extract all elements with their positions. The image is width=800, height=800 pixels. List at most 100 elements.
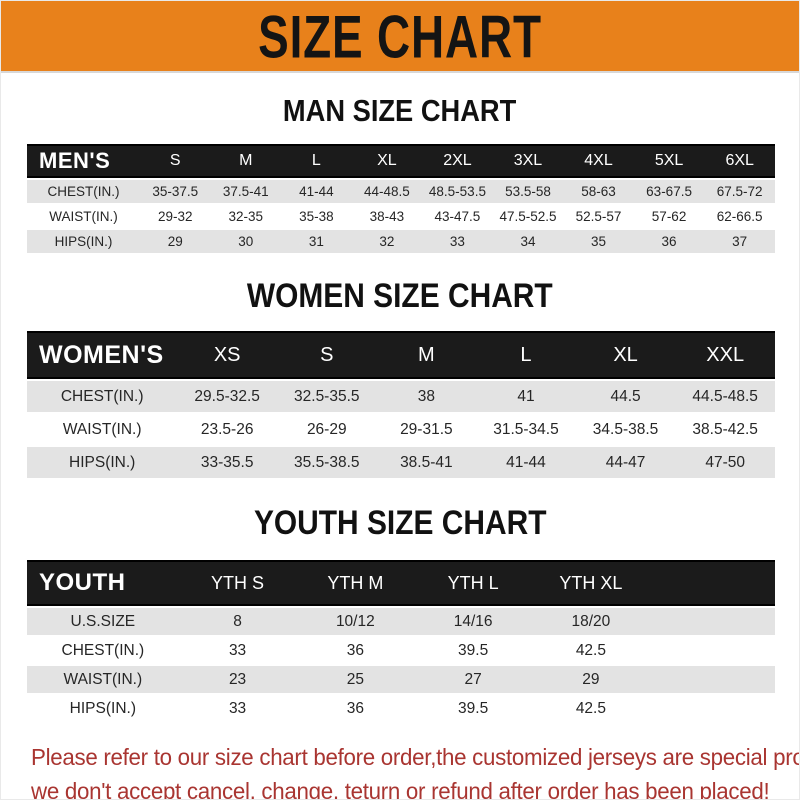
table-header-row: MEN'S S M L XL 2XL 3XL 4XL 5XL 6XL: [27, 144, 775, 178]
row-label: CHEST(IN.): [27, 180, 140, 203]
table-row: HIPS(IN.) 29 30 31 32 33 34 35 36 37: [27, 230, 775, 253]
cell-value: 57-62: [633, 205, 705, 228]
cell-value: 63-67.5: [633, 180, 705, 203]
column-header: YTH M: [296, 560, 415, 606]
cell-value: 43-47.5: [422, 205, 493, 228]
youth-size-table: YOUTH YTH S YTH M YTH L YTH XL U.S.SIZE 8 10/12…: [27, 558, 775, 724]
column-header: M: [210, 144, 282, 178]
women-size-table: WOMEN'S XS S M L XL XXL CHEST(IN.) 29.5-32.5 32.5…: [27, 329, 775, 480]
cell-value: 33-35.5: [177, 447, 277, 478]
cell-value: 41-44: [281, 180, 352, 203]
column-header: YTH S: [178, 560, 297, 606]
cell-value: 44.5: [575, 381, 676, 412]
footer-note: Please refer to our size chart before or…: [31, 740, 800, 800]
cell-value: 26-29: [276, 414, 377, 445]
cell-value: 23.5-26: [177, 414, 277, 445]
men-section-title: MAN SIZE CHART: [283, 93, 517, 128]
column-header: XS: [177, 331, 277, 379]
cell-value: 39.5: [414, 637, 533, 664]
column-header: 2XL: [422, 144, 493, 178]
cell-value: 44.5-48.5: [675, 381, 775, 412]
table-row: CHEST(IN.) 33 36 39.5 42.5: [27, 637, 775, 664]
cell-value: 67.5-72: [704, 180, 775, 203]
cell-value: 52.5-57: [563, 205, 634, 228]
men-size-table: MEN'S S M L XL 2XL 3XL 4XL 5XL 6XL CHEST(IN.) 35-37…: [27, 142, 775, 255]
cell-value: 58-63: [563, 180, 634, 203]
cell-value: 35-38: [281, 205, 352, 228]
footer-line-2: we don't accept cancel, change, teturn o…: [31, 778, 770, 800]
cell-value: 29: [139, 230, 211, 253]
table-header-row: WOMEN'S XS S M L XL XXL: [27, 331, 775, 379]
row-label: WAIST(IN.): [27, 414, 178, 445]
cell-value: 23: [178, 666, 297, 693]
column-header: S: [276, 331, 377, 379]
table-row: WAIST(IN.) 23 25 27 29: [27, 666, 775, 693]
row-label: U.S.SIZE: [27, 608, 179, 635]
women-section-title: WOMEN SIZE CHART: [247, 277, 553, 315]
cell-value: 32.5-35.5: [276, 381, 377, 412]
cell-value: 31: [281, 230, 352, 253]
row-label: HIPS(IN.): [27, 695, 179, 722]
cell-value: 10/12: [296, 608, 415, 635]
column-header: S: [139, 144, 211, 178]
table-row: HIPS(IN.) 33 36 39.5 42.5: [27, 695, 775, 722]
banner: SIZE CHART: [1, 1, 799, 73]
cell-value: 29-32: [139, 205, 211, 228]
cell-value: 47.5-52.5: [492, 205, 564, 228]
cell-value: 34: [492, 230, 564, 253]
table-corner-label: WOMEN'S: [27, 331, 178, 379]
cell-value: 32: [351, 230, 423, 253]
cell-value: 38-43: [351, 205, 423, 228]
row-label: CHEST(IN.): [27, 381, 178, 412]
column-header: 5XL: [633, 144, 705, 178]
cell-value: 30: [210, 230, 282, 253]
cell-value: 18/20: [532, 608, 650, 635]
column-header: 6XL: [704, 144, 775, 178]
cell-value: 38.5-42.5: [675, 414, 775, 445]
cell-value: 29-31.5: [376, 414, 477, 445]
table-corner-label: MEN'S: [27, 144, 140, 178]
cell-value: 38: [376, 381, 477, 412]
cell-value: 62-66.5: [704, 205, 775, 228]
cell-value: 14/16: [414, 608, 533, 635]
header-filler: [649, 560, 775, 606]
cell-value: 8: [178, 608, 297, 635]
column-header: XL: [575, 331, 676, 379]
cell-filler: [649, 637, 775, 664]
cell-filler: [649, 608, 775, 635]
column-header: L: [281, 144, 352, 178]
cell-value: 33: [178, 637, 297, 664]
row-label: HIPS(IN.): [27, 230, 140, 253]
cell-value: 35.5-38.5: [276, 447, 377, 478]
row-label: HIPS(IN.): [27, 447, 178, 478]
cell-value: 44-47: [575, 447, 676, 478]
column-header: YTH L: [414, 560, 533, 606]
cell-value: 47-50: [675, 447, 775, 478]
table-row: CHEST(IN.) 35-37.5 37.5-41 41-44 44-48.5 48.5…: [27, 180, 775, 203]
cell-value: 36: [296, 637, 415, 664]
cell-value: 42.5: [532, 637, 650, 664]
table-row: HIPS(IN.) 33-35.5 35.5-38.5 38.5-41 41-44 44-…: [27, 447, 775, 478]
cell-value: 32-35: [210, 205, 282, 228]
column-header: YTH XL: [532, 560, 650, 606]
cell-value: 36: [296, 695, 415, 722]
table-header-row: YOUTH YTH S YTH M YTH L YTH XL: [27, 560, 775, 606]
cell-value: 44-48.5: [351, 180, 423, 203]
cell-value: 41: [476, 381, 576, 412]
column-header: XL: [351, 144, 423, 178]
row-label: WAIST(IN.): [27, 205, 140, 228]
cell-value: 33: [422, 230, 493, 253]
cell-value: 35-37.5: [139, 180, 211, 203]
cell-value: 31.5-34.5: [476, 414, 576, 445]
column-header: 4XL: [563, 144, 634, 178]
table-corner-label: YOUTH: [27, 560, 179, 606]
column-header: M: [376, 331, 477, 379]
row-label: WAIST(IN.): [27, 666, 179, 693]
cell-value: 27: [414, 666, 533, 693]
footer-line-1: Please refer to our size chart before or…: [31, 744, 800, 770]
cell-value: 37.5-41: [210, 180, 282, 203]
cell-value: 41-44: [476, 447, 576, 478]
cell-value: 42.5: [532, 695, 650, 722]
cell-value: 29.5-32.5: [177, 381, 277, 412]
